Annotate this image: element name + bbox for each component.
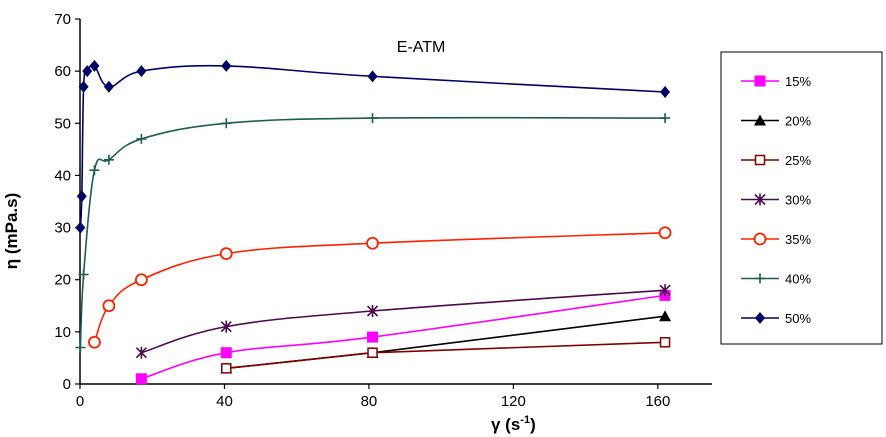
data-point <box>366 305 379 317</box>
x-tick-label: 0 <box>76 393 84 410</box>
y-tick-label: 50 <box>54 115 71 132</box>
data-point <box>660 86 671 98</box>
data-point <box>76 190 87 203</box>
data-point <box>75 221 86 234</box>
legend-box <box>720 51 883 345</box>
legend-marker <box>755 312 765 324</box>
legend: 15% 20% 25% 30% 35% 40% 50% <box>720 51 883 345</box>
legend-items: 15% 20% 25% 30% 35% 40% 50% <box>741 74 811 326</box>
series-20pct <box>220 310 672 374</box>
legend-marker <box>755 273 765 284</box>
legend-item: 30% <box>741 193 811 208</box>
y-tick-label: 60 <box>54 63 71 80</box>
y-ticks: 0 10 20 30 40 50 60 70 <box>54 11 80 393</box>
legend-item: 40% <box>741 272 811 287</box>
data-point <box>135 346 147 359</box>
data-point <box>367 331 379 343</box>
legend-marker <box>754 75 766 87</box>
series-line <box>141 294 666 380</box>
x-axis-title-close: ) <box>530 415 536 434</box>
legend-marker <box>753 232 767 246</box>
data-point <box>82 65 93 78</box>
data-point <box>136 65 147 78</box>
data-point <box>659 284 671 297</box>
data-point <box>221 363 232 374</box>
legend-marker <box>754 114 766 126</box>
data-point <box>102 299 116 313</box>
data-point <box>660 113 671 124</box>
data-point <box>89 165 100 176</box>
data-point <box>367 113 378 124</box>
series-50pct <box>75 59 671 234</box>
data-point <box>103 154 114 165</box>
data-point <box>221 118 232 129</box>
y-tick-label: 30 <box>54 220 71 237</box>
data-point <box>135 373 147 385</box>
data-point <box>367 347 378 358</box>
legend-marker <box>754 154 766 166</box>
data-point <box>75 342 86 353</box>
series-line <box>79 116 666 348</box>
legend-label: 30% <box>785 193 811 208</box>
data-point <box>136 133 147 144</box>
legend-item: 50% <box>741 311 811 326</box>
x-tick-label: 120 <box>501 393 526 410</box>
x-ticks: 0 40 80 120 160 <box>76 384 670 410</box>
x-axis-title: γ (s-1) <box>491 414 536 434</box>
y-axis-title: η (mPa.s) <box>2 193 21 270</box>
data-point <box>367 70 378 83</box>
y-tick-label: 40 <box>54 167 71 184</box>
x-axis-title-main: γ (s <box>491 415 520 434</box>
x-tick-label: 80 <box>361 393 378 410</box>
series-line <box>93 231 666 343</box>
series-25pct <box>221 337 671 374</box>
data-point <box>103 80 114 93</box>
series-35pct <box>88 226 672 349</box>
series-line <box>79 64 666 228</box>
series-layer <box>75 59 672 385</box>
x-tick-label: 160 <box>645 393 670 410</box>
legend-item: 15% <box>741 74 811 89</box>
data-point <box>220 320 232 333</box>
legend-label: 50% <box>785 311 811 326</box>
series-15pct <box>135 289 671 385</box>
data-point <box>89 59 100 72</box>
series-30pct <box>135 284 671 359</box>
legend-label: 25% <box>785 153 811 168</box>
legend-item: 20% <box>741 114 811 129</box>
data-point <box>78 80 89 93</box>
data-point <box>221 59 232 72</box>
series-line <box>141 289 666 354</box>
legend-label: 40% <box>785 272 811 287</box>
data-point <box>220 347 232 359</box>
data-point <box>659 310 672 322</box>
data-point <box>659 337 671 348</box>
legend-label: 20% <box>785 114 811 129</box>
data-point <box>219 247 233 261</box>
data-point <box>78 269 89 280</box>
data-point <box>366 236 379 250</box>
y-tick-label: 0 <box>63 376 71 393</box>
chart-title: E-ATM <box>397 39 446 56</box>
y-tick-label: 20 <box>54 272 71 289</box>
x-axis-title-sup: -1 <box>520 414 530 426</box>
legend-label: 15% <box>785 74 811 89</box>
y-tick-label: 10 <box>54 324 71 341</box>
x-tick-label: 40 <box>216 393 233 410</box>
data-point <box>88 335 101 349</box>
data-point <box>658 226 672 240</box>
data-point <box>134 273 148 287</box>
series-40pct <box>75 113 671 353</box>
axes: 0 10 20 30 40 50 60 70 0 40 80 120 160 <box>54 11 712 410</box>
legend-item: 35% <box>741 232 811 247</box>
y-tick-label: 70 <box>54 11 71 28</box>
legend-label: 35% <box>785 232 811 247</box>
legend-item: 25% <box>741 153 811 168</box>
legend-marker <box>754 193 766 206</box>
